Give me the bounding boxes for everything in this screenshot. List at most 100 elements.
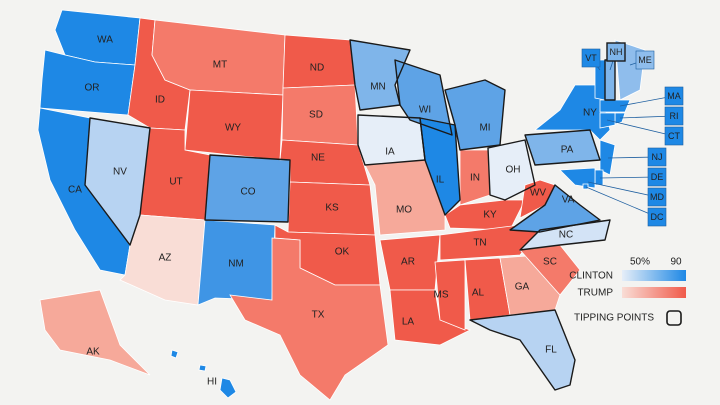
state-label: CA [68,185,82,196]
tipping-outline [84,117,151,246]
state-label: DC [651,212,664,222]
state-label: AL [472,288,485,299]
label-box [664,126,684,146]
legend-label: TIPPING POINTS [574,313,654,324]
state-labels: WA OR CA NV ID MT WY UT AZ CO NM ND SD NE KS OK TX MN IA MO… [68,35,684,388]
tipping-outline [509,184,601,233]
tipping-outline [204,154,291,223]
state [559,167,596,189]
state-label: MS [434,290,449,301]
label-box [664,86,684,106]
label-box [647,187,667,207]
state-label: DE [651,172,664,182]
label-box [635,50,655,70]
state-label: OK [335,247,350,258]
state [282,34,356,89]
tipping-outlines [84,39,616,391]
state-label: MT [213,60,227,71]
states [37,9,646,401]
tipping-outline [519,219,611,251]
state [389,289,472,346]
state-label: MN [370,82,386,93]
tipping-outline [419,117,461,216]
state [594,169,604,186]
callout-line [606,119,675,137]
tipping-outline [487,139,536,201]
legend-scale-label: 90 [670,257,682,268]
legend-scale-label: 50% [630,257,650,268]
label-box [647,147,667,167]
label-box [581,48,601,68]
state [170,349,237,399]
state-label: SD [309,110,323,121]
legend-bar [622,270,686,281]
state-label: IL [436,175,445,186]
label-box [664,106,684,126]
state-label: MO [396,205,412,216]
state-label: IN [470,173,480,184]
state [279,139,371,186]
state [39,289,151,376]
state-label: UT [169,177,182,188]
legend-label: TRUMP [577,288,613,299]
state-label: CT [668,131,680,141]
state-label: LA [402,317,415,328]
state-label: MI [479,123,490,134]
legend-bar [622,287,686,298]
tipping-outline [394,59,453,136]
state-label: CO [241,187,256,198]
state-label: GA [515,282,530,293]
state-label: NY [583,108,597,119]
state [229,237,389,401]
legend: CLINTON TRUMP 50% 90 TIPPING POINTS [569,257,686,326]
state-label: VT [585,53,597,63]
label-box [647,207,667,227]
tipping-outline [357,114,426,166]
state-label: WV [530,188,546,199]
legend-swatch [666,310,682,326]
state-label: PA [561,145,574,156]
state-label: ID [155,95,165,106]
state-label: FL [545,345,557,356]
state-label: MA [667,91,681,101]
state-label: NH [610,47,623,57]
state [604,59,616,101]
state-label: KY [483,210,497,221]
state-label: NE [311,153,325,164]
state-label: TX [312,310,325,321]
callout-line [587,181,658,198]
state-label: KS [325,203,339,214]
label-box [647,167,667,187]
state-label: TN [473,238,486,249]
callout-line [599,176,658,179]
state [434,259,466,331]
state-label: NC [559,230,573,241]
state-label: WY [225,123,241,134]
state-label: RI [670,111,679,121]
state-label: NV [113,167,127,178]
state-label: OH [506,165,521,176]
state-label: AZ [159,253,172,264]
state-label: NJ [652,152,663,162]
state-label: WI [419,105,431,116]
state-label: HI [207,377,217,388]
state-label: AK [86,347,100,358]
tipping-outline [469,309,576,391]
state-label: AR [401,257,415,268]
state [582,183,589,190]
callout-line [585,186,658,218]
state-label: VA [562,195,575,206]
state-label: ND [310,63,324,74]
state-label: MD [650,192,664,202]
state-label: IA [385,147,395,158]
state-label: OR [85,83,100,94]
state-label: WA [97,35,113,46]
label-box [606,42,626,62]
state-label: SC [543,257,557,268]
legend-label: CLINTON [569,271,613,282]
tipping-outline [524,129,601,166]
state-label: NM [228,259,244,270]
state-label: ME [638,55,652,65]
state [599,99,631,113]
